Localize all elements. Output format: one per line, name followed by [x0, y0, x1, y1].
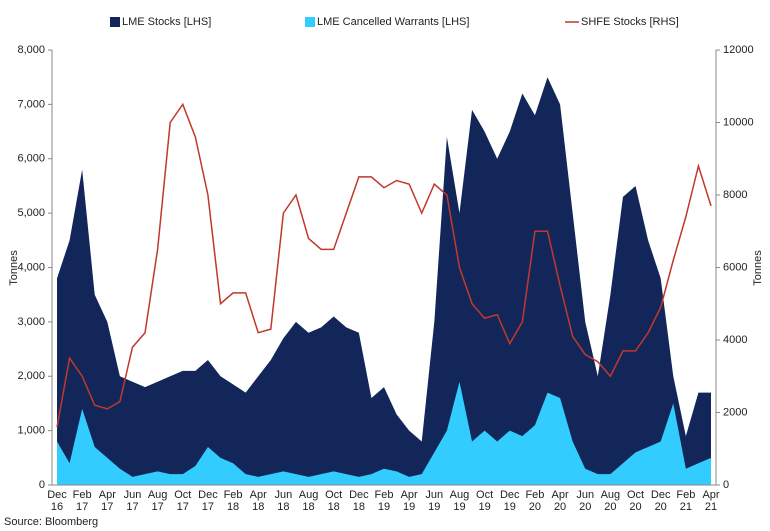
- x-tick-label: Oct 20: [626, 489, 645, 513]
- y-tick-label: 4,000: [17, 261, 45, 273]
- x-tick-label: Aug 19: [449, 489, 470, 513]
- y2-tick-label: 8000: [723, 189, 747, 201]
- area: [57, 77, 711, 485]
- y-tick-label: 6,000: [17, 153, 45, 165]
- x-tick-label: Apr 18: [249, 489, 267, 513]
- source: Source: Bloomberg: [4, 516, 98, 528]
- y2-tick-label: 2000: [723, 406, 747, 418]
- x-tick-label: Jun 17: [123, 489, 142, 513]
- y-tick-label: 2,000: [17, 370, 45, 382]
- x-tick-label: Apr 21: [702, 489, 720, 513]
- area: [57, 381, 711, 485]
- x-tick-label: Feb 18: [223, 489, 243, 513]
- x-tick-label: Dec 17: [198, 489, 218, 513]
- legend-label: SHFE Stocks [RHS]: [581, 16, 679, 28]
- y2-tick-label: 0: [723, 479, 729, 491]
- x-tick-label: Apr 20: [551, 489, 569, 513]
- x-tick-label: Jun 19: [425, 489, 444, 513]
- y-tick-label: 1,000: [17, 425, 45, 437]
- legend-label: LME Stocks [LHS]: [122, 16, 211, 28]
- y2-tick-label: 10000: [723, 116, 754, 128]
- x-tick-label: Aug 20: [600, 489, 621, 513]
- x-tick-label: Dec 19: [499, 489, 520, 513]
- x-tick-label: Dec 20: [650, 489, 671, 513]
- legend-swatch: [110, 17, 120, 27]
- x-tick-label: Jun 20: [576, 489, 595, 513]
- y-axis-title: Tonnes: [8, 250, 20, 286]
- y2-tick-label: 12000: [723, 44, 754, 56]
- x-tick-label: Oct 18: [325, 489, 343, 513]
- x-tick-label: Aug 17: [147, 489, 168, 513]
- legend-swatch: [305, 17, 315, 27]
- x-tick-label: Jun 18: [274, 489, 293, 513]
- y-tick-label: 0: [39, 479, 45, 491]
- y-tick-label: 5,000: [17, 207, 45, 219]
- x-tick-label: Oct 19: [476, 489, 494, 513]
- y-tick-label: 7,000: [17, 98, 45, 110]
- y2-tick-label: 4000: [723, 334, 747, 346]
- legend-label: LME Cancelled Warrants [LHS]: [317, 16, 469, 28]
- x-tick-label: Dec 16: [47, 489, 67, 513]
- x-tick-label: Apr 19: [400, 489, 418, 513]
- x-tick-label: Feb 19: [374, 489, 394, 513]
- x-tick-label: Dec 18: [349, 489, 369, 513]
- line: [56, 102, 712, 428]
- x-tick-label: Aug 18: [298, 489, 319, 513]
- y-tick-label: 8,000: [17, 44, 45, 56]
- x-tick-label: Oct 17: [174, 489, 192, 513]
- x-tick-label: Apr 17: [98, 489, 116, 513]
- x-tick-label: Feb 21: [676, 489, 696, 513]
- y2-axis-title: Tonnes: [752, 250, 764, 286]
- x-tick-label: Feb 17: [72, 489, 92, 513]
- y2-tick-label: 6000: [723, 261, 747, 273]
- y-tick-label: 3,000: [17, 316, 45, 328]
- x-tick-label: Feb 20: [525, 489, 545, 513]
